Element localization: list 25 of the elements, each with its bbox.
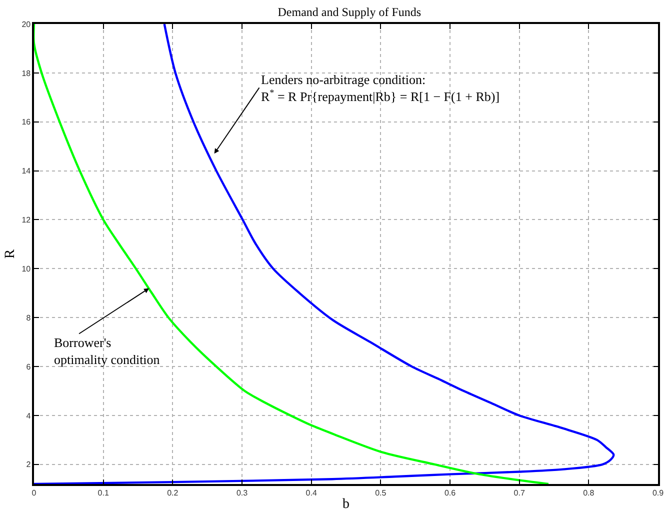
x-tick-label: 0.1 [98,488,110,498]
x-tick-label: 0.4 [306,488,318,498]
x-tick-label: 0.8 [583,488,595,498]
y-tick-label: 12 [22,216,32,225]
y-tick-label: 4 [26,411,32,420]
y-tick-label: 8 [26,313,32,322]
chart-title: Demand and Supply of Funds [278,5,422,20]
y-tick-label: 10 [22,264,32,274]
y-tick-label: 16 [22,118,32,127]
annotation: Borrower's optimality condition [54,335,160,367]
x-tick-label: 0.6 [444,488,456,498]
x-tick-label: 0.3 [236,488,248,498]
y-tick-label: 20 [22,20,32,29]
x-axis-title: b [342,497,350,512]
y-tick-label: 2 [26,460,32,470]
x-tick-label: 0.5 [375,488,387,498]
x-tick-label: 0 [32,488,37,498]
annotation: Lenders no-arbitrage condition: R$^{*}$ = R Pr{repayment|Rb} = R[1 − F(1 + Rb)] [261,72,500,104]
y-tick-label: 6 [26,362,32,372]
x-tick-label: 0.7 [514,488,526,498]
x-tick-label: 0.2 [167,488,179,498]
y-axis-title: R [2,248,18,259]
x-tick-label: 0.9 [652,488,664,498]
y-tick-label: 14 [22,166,32,176]
y-tick-label: 18 [22,68,32,78]
